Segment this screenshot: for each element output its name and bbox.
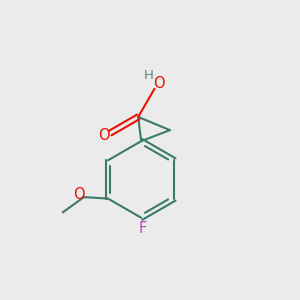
Text: H: H [144, 69, 154, 82]
Text: O: O [73, 187, 84, 202]
Text: O: O [153, 76, 165, 91]
Text: F: F [139, 221, 147, 236]
Text: O: O [98, 128, 110, 143]
